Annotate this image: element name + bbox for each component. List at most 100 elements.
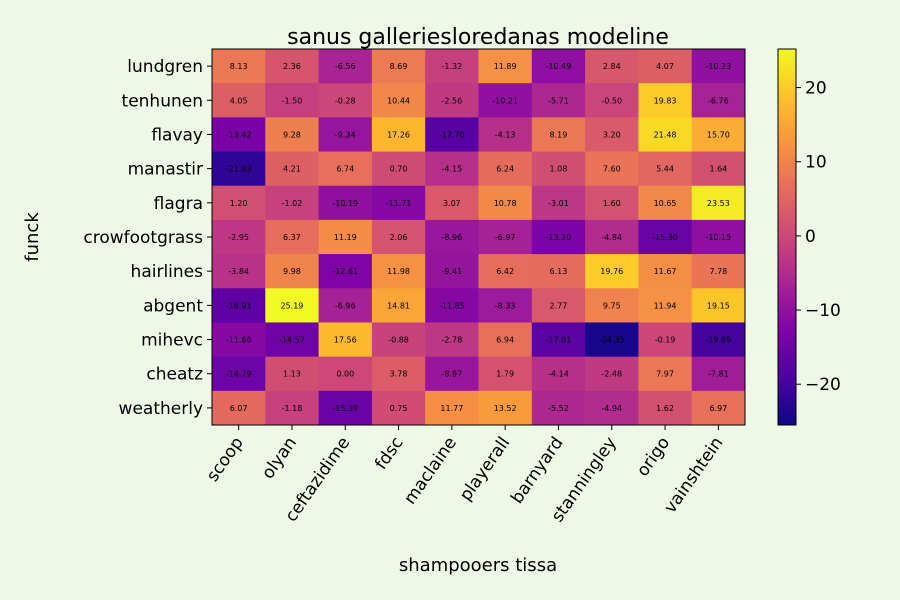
cell-value-label: -21.93 <box>226 165 252 174</box>
cell-value-label: 1.20 <box>230 199 248 208</box>
cell-value-label: -1.50 <box>282 96 303 105</box>
heatmap-cell <box>371 117 426 152</box>
heatmap-cell <box>318 322 373 358</box>
colorbar-tick-label: −10 <box>805 301 841 321</box>
heatmap-cell <box>265 356 319 392</box>
heatmap-cell <box>425 390 479 426</box>
cell-value-label: 17.26 <box>387 130 410 139</box>
heatmap-cell <box>531 219 586 255</box>
cell-value-label: -1.32 <box>441 62 462 71</box>
heatmap-cell <box>318 117 373 152</box>
heatmap-cell <box>691 49 746 84</box>
heatmap-cell <box>585 254 639 289</box>
cell-value-label: -12.61 <box>332 267 358 276</box>
cell-value-label: 1.13 <box>283 370 301 379</box>
cell-value-label: -8.33 <box>495 301 516 310</box>
y-tick-label: weatherly <box>119 399 203 419</box>
cell-value-label: -13.42 <box>226 130 252 139</box>
cell-value-label: -6.76 <box>708 96 729 105</box>
cell-value-label: 11.89 <box>494 62 517 71</box>
heatmap-cell <box>531 288 586 323</box>
colorbar-tick-label: −20 <box>805 375 841 395</box>
cell-value-label: 6.13 <box>550 267 568 276</box>
heatmap-cell <box>212 288 266 323</box>
cell-value-label: 9.75 <box>603 301 621 310</box>
heatmap-cells: 8.13 2.36 -6.56 8.69 -1.32 11.89 -10.49 2.84 4.0… <box>212 49 746 426</box>
y-tick-label: flagra <box>154 194 203 214</box>
heatmap-cell <box>691 356 746 392</box>
cell-value-label: 0.75 <box>390 404 408 413</box>
cell-value-label: 1.60 <box>603 199 621 208</box>
x-tick-label: origo <box>633 433 674 480</box>
cell-value-label: -5.71 <box>548 96 569 105</box>
cell-value-label: 21.48 <box>654 130 677 139</box>
cell-value-label: 11.19 <box>334 233 357 242</box>
cell-value-label: -11.85 <box>439 301 465 310</box>
heatmap-cell <box>425 356 479 392</box>
heatmap-cell <box>212 117 266 152</box>
heatmap-cell <box>371 83 426 118</box>
cell-value-label: -3.84 <box>228 267 249 276</box>
heatmap-cell <box>425 117 479 152</box>
y-axis-label: funck <box>22 212 43 262</box>
cell-value-label: -1.18 <box>282 404 303 413</box>
y-tick-label: abgent <box>143 296 203 316</box>
heatmap-cell <box>425 322 479 358</box>
heatmap-cell <box>691 219 746 255</box>
cell-value-label: -15.39 <box>332 404 358 413</box>
x-tick-label: fdsc <box>371 433 407 473</box>
heatmap-cell <box>638 151 693 187</box>
heatmap-cell <box>265 322 319 358</box>
cell-value-label: 9.28 <box>283 130 301 139</box>
heatmap-cell <box>371 322 426 358</box>
heatmap-cell <box>638 185 693 221</box>
heatmap-cell <box>531 49 586 84</box>
cell-value-label: -9.41 <box>441 267 462 276</box>
cell-value-label: -8.96 <box>441 233 462 242</box>
cell-value-label: -6.56 <box>335 62 356 71</box>
cell-value-label: 1.64 <box>709 165 727 174</box>
cell-value-label: -2.48 <box>601 370 622 379</box>
heatmap-cell <box>478 288 533 323</box>
cell-value-label: 10.44 <box>387 96 410 105</box>
heatmap-cell <box>691 185 746 221</box>
heatmap-cell <box>638 254 693 289</box>
cell-value-label: 1.08 <box>550 165 568 174</box>
heatmap-cell <box>212 356 266 392</box>
cell-value-label: -6.97 <box>495 233 516 242</box>
heatmap-cell <box>425 254 479 289</box>
heatmap-cell <box>425 49 479 84</box>
cell-value-label: -13.20 <box>546 233 572 242</box>
cell-value-label: -3.01 <box>548 199 569 208</box>
cell-value-label: -0.50 <box>601 96 622 105</box>
heatmap-cell <box>585 83 639 118</box>
cell-value-label: -10.15 <box>705 233 731 242</box>
cell-value-label: 4.07 <box>656 62 674 71</box>
cell-value-label: -9.34 <box>335 130 356 139</box>
heatmap-cell <box>638 49 693 84</box>
heatmap-cell <box>691 390 746 426</box>
cell-value-label: -0.88 <box>388 336 409 345</box>
cell-value-label: -7.81 <box>708 370 729 379</box>
y-tick-label: hairlines <box>131 262 204 282</box>
cell-value-label: -17.70 <box>439 130 465 139</box>
cell-value-label: 0.70 <box>390 165 408 174</box>
heatmap-cell <box>638 390 693 426</box>
heatmap-cell <box>371 49 426 84</box>
heatmap-cell <box>638 117 693 152</box>
heatmap-cell <box>478 390 533 426</box>
y-tick-label: mihevc <box>141 331 203 351</box>
heatmap-cell <box>638 288 693 323</box>
cell-value-label: -16.91 <box>226 301 252 310</box>
heatmap-cell <box>691 254 746 289</box>
heatmap-cell <box>478 83 533 118</box>
cell-value-label: -5.52 <box>548 404 569 413</box>
cell-value-label: -19.85 <box>705 336 731 345</box>
y-axis: lundgren tenhunen flavay manastir flagra crow… <box>83 57 212 419</box>
y-tick-label: cheatz <box>146 365 203 385</box>
cell-value-label: 3.78 <box>390 370 408 379</box>
cell-value-label: 6.24 <box>496 165 514 174</box>
heatmap-cell <box>531 185 586 221</box>
cell-value-label: 6.97 <box>709 404 727 413</box>
